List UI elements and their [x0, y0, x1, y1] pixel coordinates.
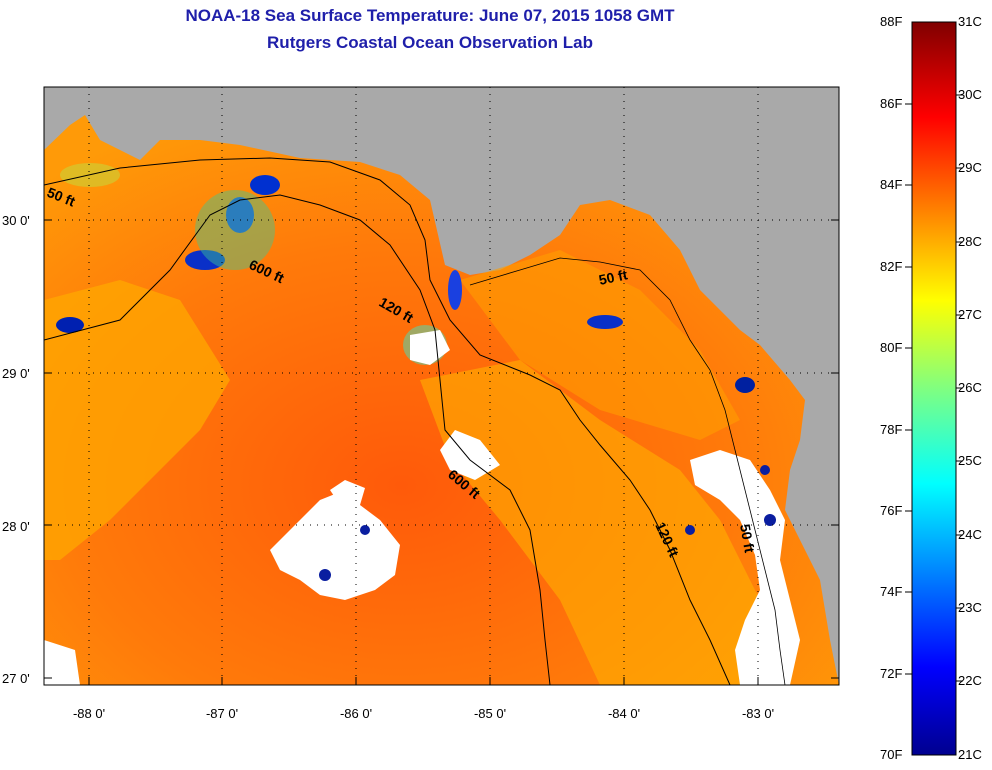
contour-label: 50 ft: [597, 266, 629, 288]
cold-patch: [226, 197, 254, 233]
map-title: NOAA-18 Sea Surface Temperature: June 07…: [185, 6, 675, 25]
cool-halo: [195, 190, 275, 270]
cold-speckle: [319, 569, 331, 581]
shelf-cool-zone: [420, 360, 780, 685]
cbar-c-label: 26C: [958, 380, 982, 395]
cbar-f-label: 70F: [880, 747, 903, 762]
cbar-c-label: 25C: [958, 453, 982, 468]
lon-label: -83 0': [742, 706, 774, 721]
cbar-c-label: 31C: [958, 14, 982, 29]
cold-speckle: [764, 514, 776, 526]
cloud-cover: [270, 490, 400, 600]
lat-label: 27 0': [2, 671, 30, 686]
coastal-cool-zone: [44, 280, 230, 560]
lon-label: -88 0': [73, 706, 105, 721]
cbar-f-label: 82F: [880, 259, 903, 274]
cold-patch: [448, 270, 462, 310]
lat-label: 29 0': [2, 366, 30, 381]
contour-50ft: [469, 257, 786, 685]
lon-label: -85 0': [474, 706, 506, 721]
cold-patch: [250, 175, 280, 195]
cold-speckle: [760, 465, 770, 475]
big-bend-zone: [460, 250, 740, 440]
plot-area: [44, 87, 839, 685]
color-bar: [911, 21, 957, 756]
cbar-c-label: 22C: [958, 673, 982, 688]
cold-patch: [56, 317, 84, 333]
lon-label: -84 0': [608, 706, 640, 721]
cbar-c-label: 21C: [958, 747, 982, 762]
lon-label: -87 0': [206, 706, 238, 721]
cloud-cover: [410, 330, 450, 365]
map-subtitle: Rutgers Coastal Ocean Observation Lab: [267, 33, 593, 52]
color-bar-ticks: [905, 94, 963, 682]
cbar-f-label: 76F: [880, 503, 903, 518]
cbar-c-label: 24C: [958, 527, 982, 542]
lat-label: 30 0': [2, 213, 30, 228]
cloud-cover: [44, 640, 80, 685]
cbar-f-label: 72F: [880, 666, 903, 681]
cbar-f-label: 86F: [880, 96, 903, 111]
plot-frame: [43, 86, 840, 686]
cbar-f-label: 80F: [880, 340, 903, 355]
cbar-f-label: 88F: [880, 14, 903, 29]
cold-patch: [185, 250, 225, 270]
contour-label: 50 ft: [737, 523, 758, 554]
cbar-c-label: 30C: [958, 87, 982, 102]
axis-ticks: [44, 219, 839, 685]
contour-120ft: [44, 157, 731, 685]
cold-patch: [735, 377, 755, 393]
cold-patch: [587, 315, 623, 329]
cbar-f-label: 78F: [880, 422, 903, 437]
cbar-f-label: 74F: [880, 584, 903, 599]
cold-speckle: [360, 525, 370, 535]
lon-label: -86 0': [340, 706, 372, 721]
cold-speckle: [685, 525, 695, 535]
lat-label: 28 0': [2, 519, 30, 534]
contour-600ft: [44, 194, 551, 685]
cbar-f-label: 84F: [880, 177, 903, 192]
cbar-c-label: 28C: [958, 234, 982, 249]
cbar-c-label: 23C: [958, 600, 982, 615]
cloud-cover: [690, 450, 800, 685]
cbar-c-label: 29C: [958, 160, 982, 175]
cbar-c-label: 27C: [958, 307, 982, 322]
